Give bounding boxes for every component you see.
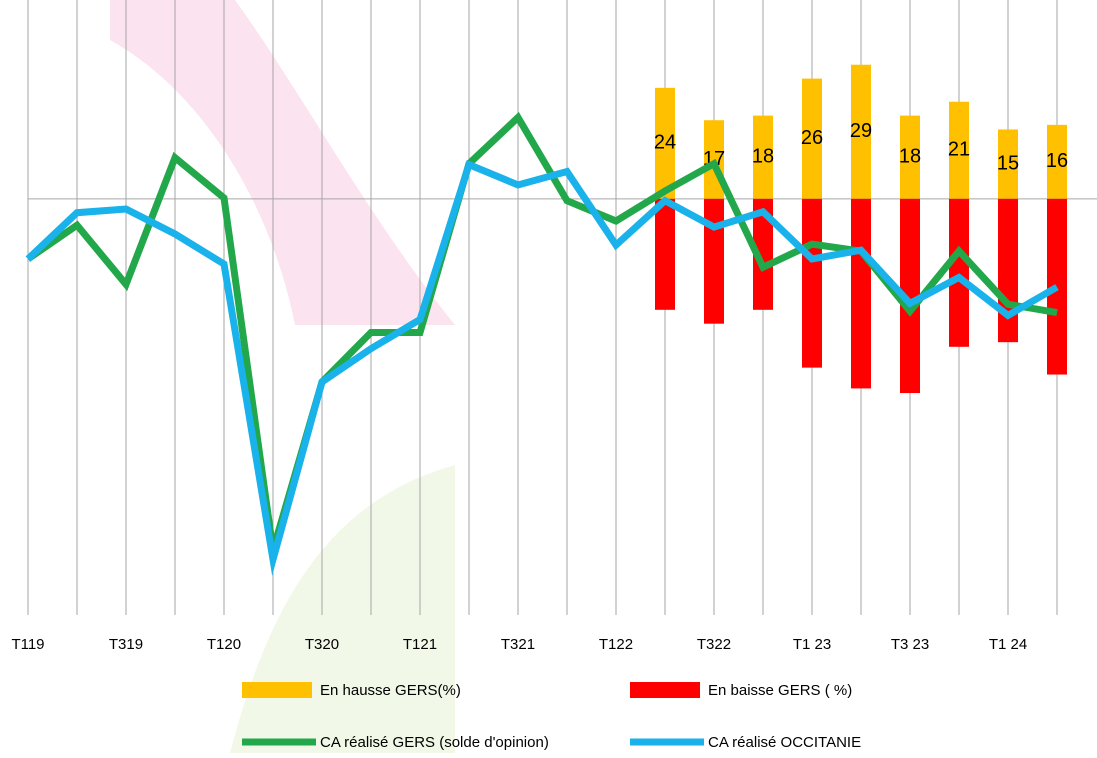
legend-label: CA réalisé GERS (solde d'opinion) bbox=[320, 734, 549, 751]
legend-swatch bbox=[242, 682, 312, 698]
x-tick-label: T122 bbox=[599, 636, 633, 653]
bar bbox=[851, 198, 871, 389]
bar bbox=[655, 87, 675, 199]
bar bbox=[655, 198, 675, 310]
x-tick-label: T119 bbox=[11, 636, 44, 653]
bar bbox=[1047, 198, 1067, 375]
x-tick-label: T121 bbox=[403, 636, 437, 653]
data-label: 18 bbox=[752, 145, 774, 167]
data-label: 26 bbox=[801, 127, 823, 149]
data-label: 21 bbox=[948, 139, 970, 161]
bar bbox=[998, 129, 1018, 199]
bar bbox=[802, 78, 822, 199]
data-label: 29 bbox=[850, 120, 872, 142]
legend-swatch bbox=[630, 682, 700, 698]
bar bbox=[1047, 124, 1067, 199]
x-tick-label: T320 bbox=[305, 636, 339, 653]
bar bbox=[753, 115, 773, 199]
decor-pink bbox=[110, 0, 455, 325]
bar-series bbox=[655, 198, 1067, 394]
data-label: 15 bbox=[997, 152, 1019, 174]
bar bbox=[900, 198, 920, 394]
decor-green bbox=[230, 465, 455, 753]
legend-label: En baisse GERS ( %) bbox=[708, 682, 852, 699]
bar bbox=[802, 198, 822, 368]
x-tick-label: T1 24 bbox=[989, 636, 1027, 653]
bar bbox=[704, 198, 724, 324]
x-tick-label: T3 23 bbox=[891, 636, 929, 653]
x-tick-label: T1 23 bbox=[793, 636, 831, 653]
background-decoration bbox=[110, 0, 455, 753]
data-label: 24 bbox=[654, 132, 676, 154]
legend: En hausse GERS(%) En baisse GERS ( %) CA r… bbox=[242, 682, 861, 751]
bar bbox=[998, 198, 1018, 343]
legend-label: CA réalisé OCCITANIE bbox=[708, 734, 861, 751]
x-tick-label: T322 bbox=[697, 636, 731, 653]
bar bbox=[753, 198, 773, 310]
bar bbox=[900, 115, 920, 199]
bar bbox=[851, 64, 871, 199]
legend-label: En hausse GERS(%) bbox=[320, 682, 461, 699]
line bbox=[25, 159, 1059, 576]
data-label: 18 bbox=[899, 145, 921, 167]
data-label: 16 bbox=[1046, 150, 1068, 172]
x-tick-label: T321 bbox=[501, 636, 535, 653]
bar bbox=[949, 101, 969, 199]
bar bbox=[949, 198, 969, 347]
x-tick-label: T319 bbox=[109, 636, 143, 653]
x-tick-label: T120 bbox=[207, 636, 241, 653]
